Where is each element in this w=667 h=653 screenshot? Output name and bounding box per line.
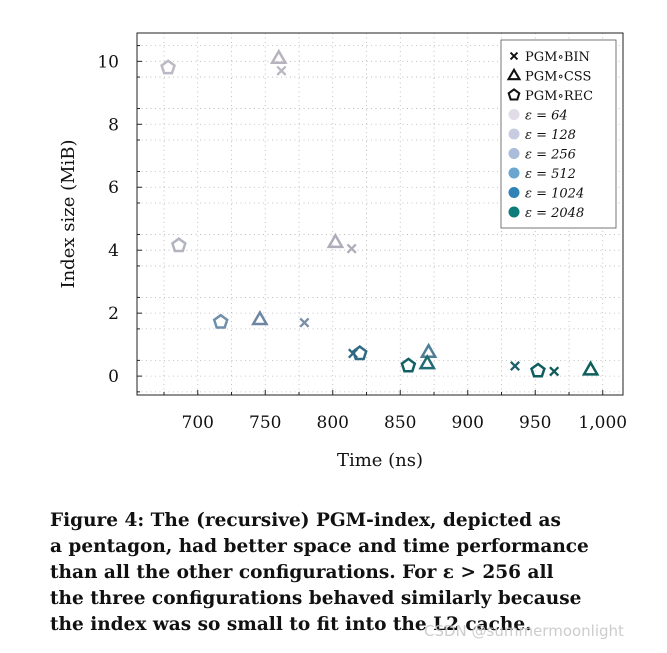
legend-label: PGM∘REC — [525, 89, 593, 104]
scatter-chart: 700 750 800 850 900 950 1,000 0 2 4 6 8 10 Time (ns) I… — [58, 32, 627, 471]
legend-cross-icon — [509, 51, 519, 61]
legend-label: ε = 256 — [525, 148, 576, 163]
data-points — [160, 48, 600, 378]
caption-line: the three configurations behaved similar… — [50, 588, 582, 609]
cross-stroke — [549, 366, 560, 377]
legend-triangle-icon — [506, 67, 522, 81]
x-tick-label: 850 — [384, 413, 416, 433]
x-tick-label: 1,000 — [578, 413, 627, 433]
legend-color-swatch — [508, 109, 520, 120]
legend-label: ε = 1024 — [525, 187, 584, 202]
caption-line: a pentagon, had better space and time pe… — [50, 536, 589, 557]
x-tick-label: 900 — [452, 413, 484, 433]
y-tick-label: 10 — [97, 52, 119, 72]
pentagon-data-point — [400, 357, 417, 373]
caption-line: the index was so small to fit into the L… — [50, 614, 532, 635]
y-tick-label: 8 — [108, 115, 119, 135]
cross-stroke — [346, 243, 357, 254]
cross-data-point — [347, 348, 359, 359]
pentagon-data-point — [160, 59, 176, 75]
triangle-data-point — [251, 310, 269, 326]
cross-stroke — [509, 51, 519, 61]
y-tick-label: 0 — [108, 367, 119, 387]
cross-stroke — [276, 65, 287, 76]
legend-label: ε = 2048 — [525, 206, 584, 221]
legend-label: ε = 128 — [525, 128, 576, 143]
legend-label: PGM∘BIN — [525, 50, 590, 65]
y-axis-label: Index size (MiB) — [58, 139, 79, 288]
legend-color-swatch — [508, 148, 520, 159]
legend-label: ε = 64 — [525, 109, 568, 124]
cross-data-point — [299, 317, 310, 328]
x-tick-label: 800 — [317, 413, 349, 433]
legend-color-swatch — [508, 128, 520, 140]
caption-line: Figure 4: The (recursive) PGM-index, dep… — [50, 510, 561, 531]
triangle-data-point — [269, 48, 288, 64]
cross-data-point — [276, 65, 287, 76]
cross-stroke — [509, 361, 521, 372]
cross-data-point — [509, 361, 521, 372]
cross-data-point — [549, 366, 560, 377]
x-axis-label: Time (ns) — [337, 450, 423, 471]
legend-color-swatch — [508, 206, 520, 218]
legend-color-swatch — [508, 187, 520, 198]
y-tick-label: 4 — [108, 241, 119, 261]
triangle-data-point — [581, 360, 600, 376]
cross-stroke — [347, 348, 359, 359]
cross-stroke — [299, 317, 310, 328]
plot-frame — [136, 32, 624, 396]
axis-ticks — [137, 45, 604, 395]
pentagon-data-point — [212, 313, 229, 329]
caption-line: than all the other configurations. For ε… — [50, 562, 554, 583]
x-tick-label: 950 — [519, 413, 551, 433]
grid — [137, 33, 623, 395]
y-tick-label: 6 — [108, 178, 119, 198]
pentagon-data-point — [530, 362, 546, 378]
legend-color-swatch — [508, 167, 520, 179]
legend-label: ε = 512 — [525, 167, 576, 182]
triangle-data-point — [419, 342, 438, 358]
figure-caption: Figure 4: The (recursive) PGM-index, dep… — [50, 508, 650, 638]
pentagon-data-point — [170, 237, 187, 253]
legend-pentagon-icon — [507, 88, 521, 101]
legend — [500, 39, 617, 229]
x-tick-label: 700 — [182, 413, 214, 433]
legend-frame — [500, 39, 617, 229]
triangle-data-point — [326, 232, 345, 249]
triangle-data-point — [418, 353, 437, 370]
x-tick-label: 750 — [249, 413, 281, 433]
y-tick-label: 2 — [108, 304, 119, 324]
watermark: CSDN @summermoonlight — [424, 622, 624, 640]
cross-data-point — [346, 243, 357, 254]
legend-label: PGM∘CSS — [525, 70, 591, 85]
